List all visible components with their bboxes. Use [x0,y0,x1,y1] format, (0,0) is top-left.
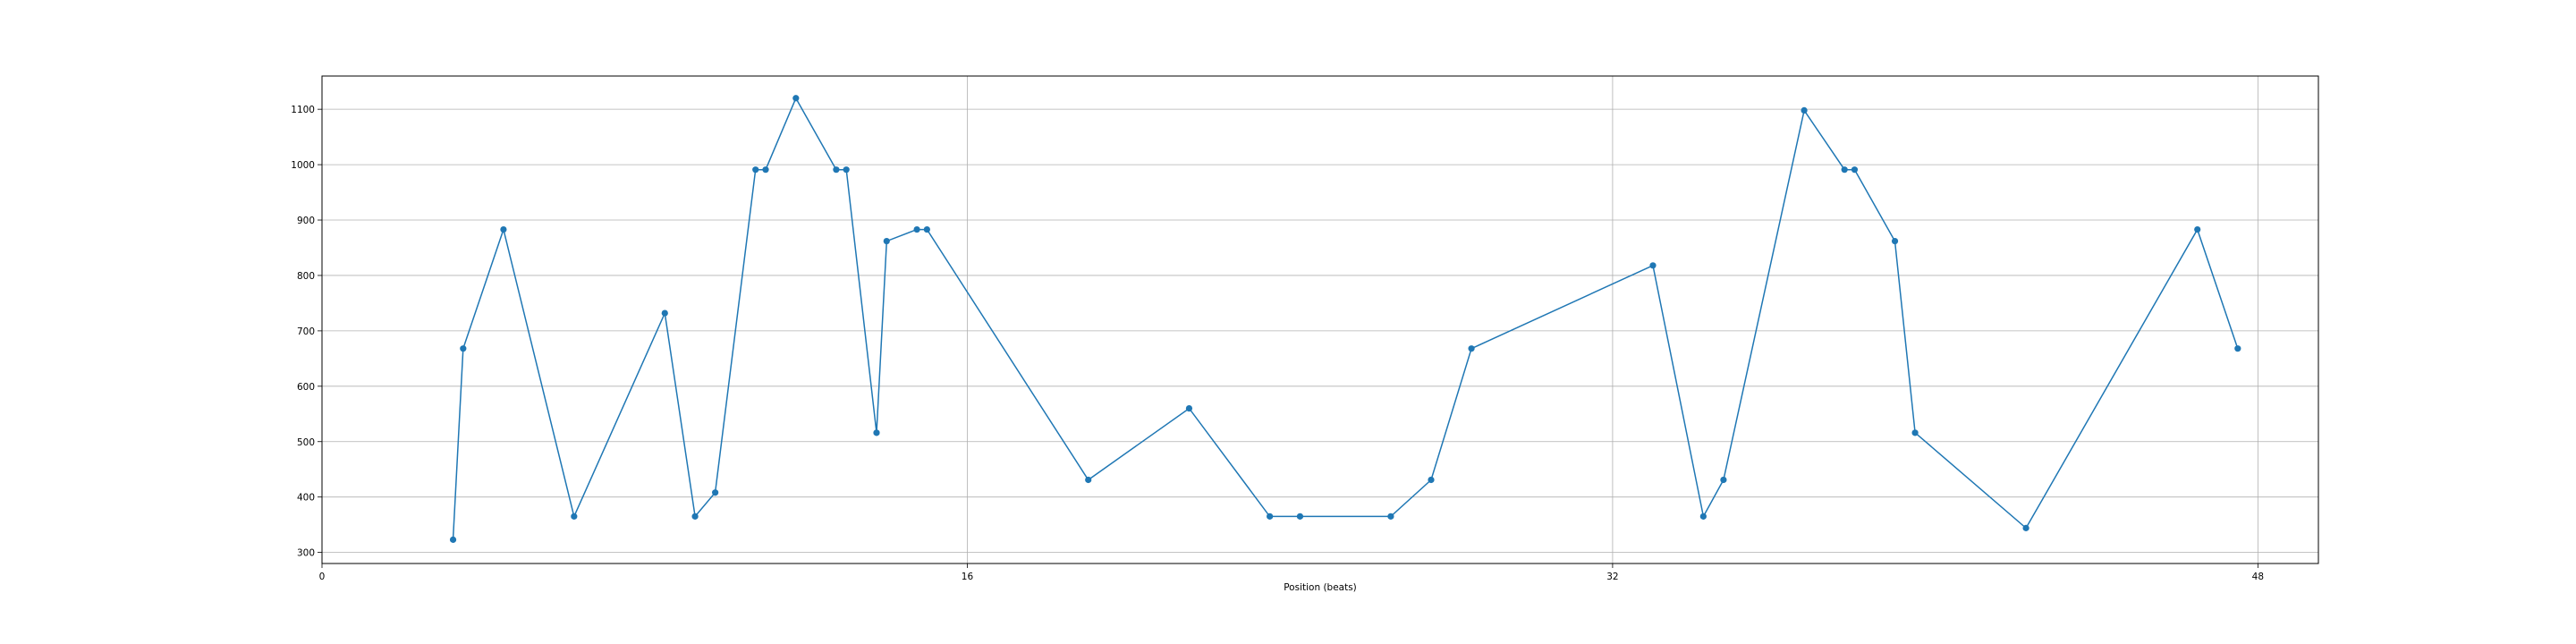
y-tick-label: 700 [297,326,315,337]
data-point [762,166,769,174]
data-point [1841,166,1848,174]
y-tick-label: 900 [297,216,315,226]
data-point [873,429,880,436]
data-point [1649,262,1657,269]
data-point [913,225,920,233]
data-point [752,166,759,174]
data-point [2022,524,2029,531]
data-point [843,166,850,174]
y-tick-label: 500 [297,437,315,448]
data-point [1911,429,1919,436]
data-point [1720,476,1727,484]
data-point [1085,476,1092,484]
data-point [691,513,699,520]
y-tick-label: 600 [297,382,315,393]
data-point [1851,166,1859,174]
series-layer [449,95,2241,543]
data-point [1468,345,1475,352]
data-point [460,345,467,352]
y-tick-label: 800 [297,271,315,282]
data-point [571,513,578,520]
data-point [500,225,507,233]
x-tick-label: 32 [1606,572,1618,582]
y-tick-label: 400 [297,493,315,504]
x-axis-title: Position (beats) [1284,582,1357,593]
data-point [712,489,719,496]
y-tick-label: 300 [297,548,315,559]
data-point [923,225,930,233]
grid-lines [321,76,2318,564]
axis-ticks: 0 16 32 48 300 400 500 600 700 800 900 1000 1100 [291,105,2264,582]
data-point [1185,404,1193,412]
series-line [452,97,2239,540]
data-point [2234,345,2241,352]
x-tick-label: 48 [2252,572,2264,582]
data-point [1699,513,1707,520]
x-tick-label: 0 [319,572,326,582]
data-point [2194,225,2201,233]
y-tick-label: 1100 [291,105,315,115]
data-point [661,309,668,317]
y-tick-label: 1000 [291,160,315,171]
plot-area-frame [321,75,2319,564]
x-tick-label: 16 [962,572,974,582]
data-point [1891,237,1899,245]
data-point [449,536,457,543]
data-point [833,166,840,174]
data-point [1296,513,1304,520]
data-point [1801,106,1808,114]
data-point [883,237,890,245]
data-point [792,95,800,102]
data-point [1267,513,1274,520]
data-point [1428,476,1435,484]
data-point [1387,513,1394,520]
